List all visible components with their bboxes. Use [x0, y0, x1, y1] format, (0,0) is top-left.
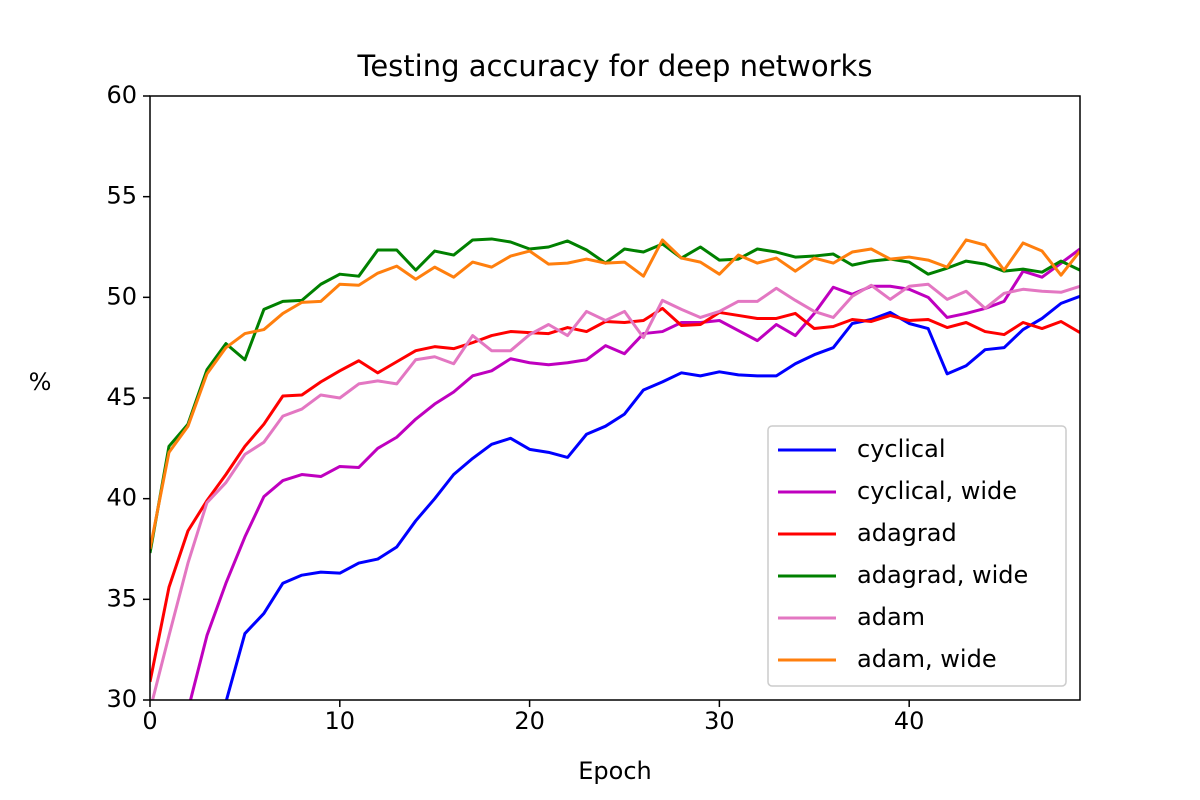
y-tick-label: 40: [106, 484, 137, 512]
legend-label: cyclical: [857, 435, 946, 463]
legend-label: adagrad: [857, 519, 957, 547]
y-tick-label: 30: [106, 685, 137, 713]
series-line: [151, 282, 1080, 700]
y-tick-label: 45: [106, 383, 137, 411]
plot-lines: [150, 237, 1080, 700]
y-tick-label: 55: [106, 182, 137, 210]
y-tick-label: 35: [106, 584, 137, 612]
x-tick-label: 10: [325, 707, 356, 735]
x-tick-label: 40: [894, 707, 925, 735]
plot-frame: [149, 95, 1081, 701]
legend-label: adagrad, wide: [857, 561, 1028, 589]
y-tick-label: 60: [106, 81, 137, 109]
series-line: [224, 294, 1080, 700]
series-line: [188, 247, 1080, 700]
x-axis-label: Epoch: [578, 757, 652, 785]
chart-title: Testing accuracy for deep networks: [357, 49, 873, 83]
y-tick-label: 50: [106, 282, 137, 310]
x-tick-label: 30: [704, 707, 735, 735]
legend-label: adam: [857, 603, 925, 631]
series-line: [150, 306, 1080, 683]
series-line: [150, 238, 1080, 550]
x-tick-label: 0: [142, 707, 157, 735]
y-axis-label: %: [29, 368, 52, 396]
legend-box: [767, 425, 1067, 687]
legend-label: adam, wide: [857, 645, 997, 673]
series-line: [150, 237, 1080, 554]
legend-label: cyclical, wide: [857, 477, 1017, 505]
x-tick-label: 20: [514, 707, 545, 735]
